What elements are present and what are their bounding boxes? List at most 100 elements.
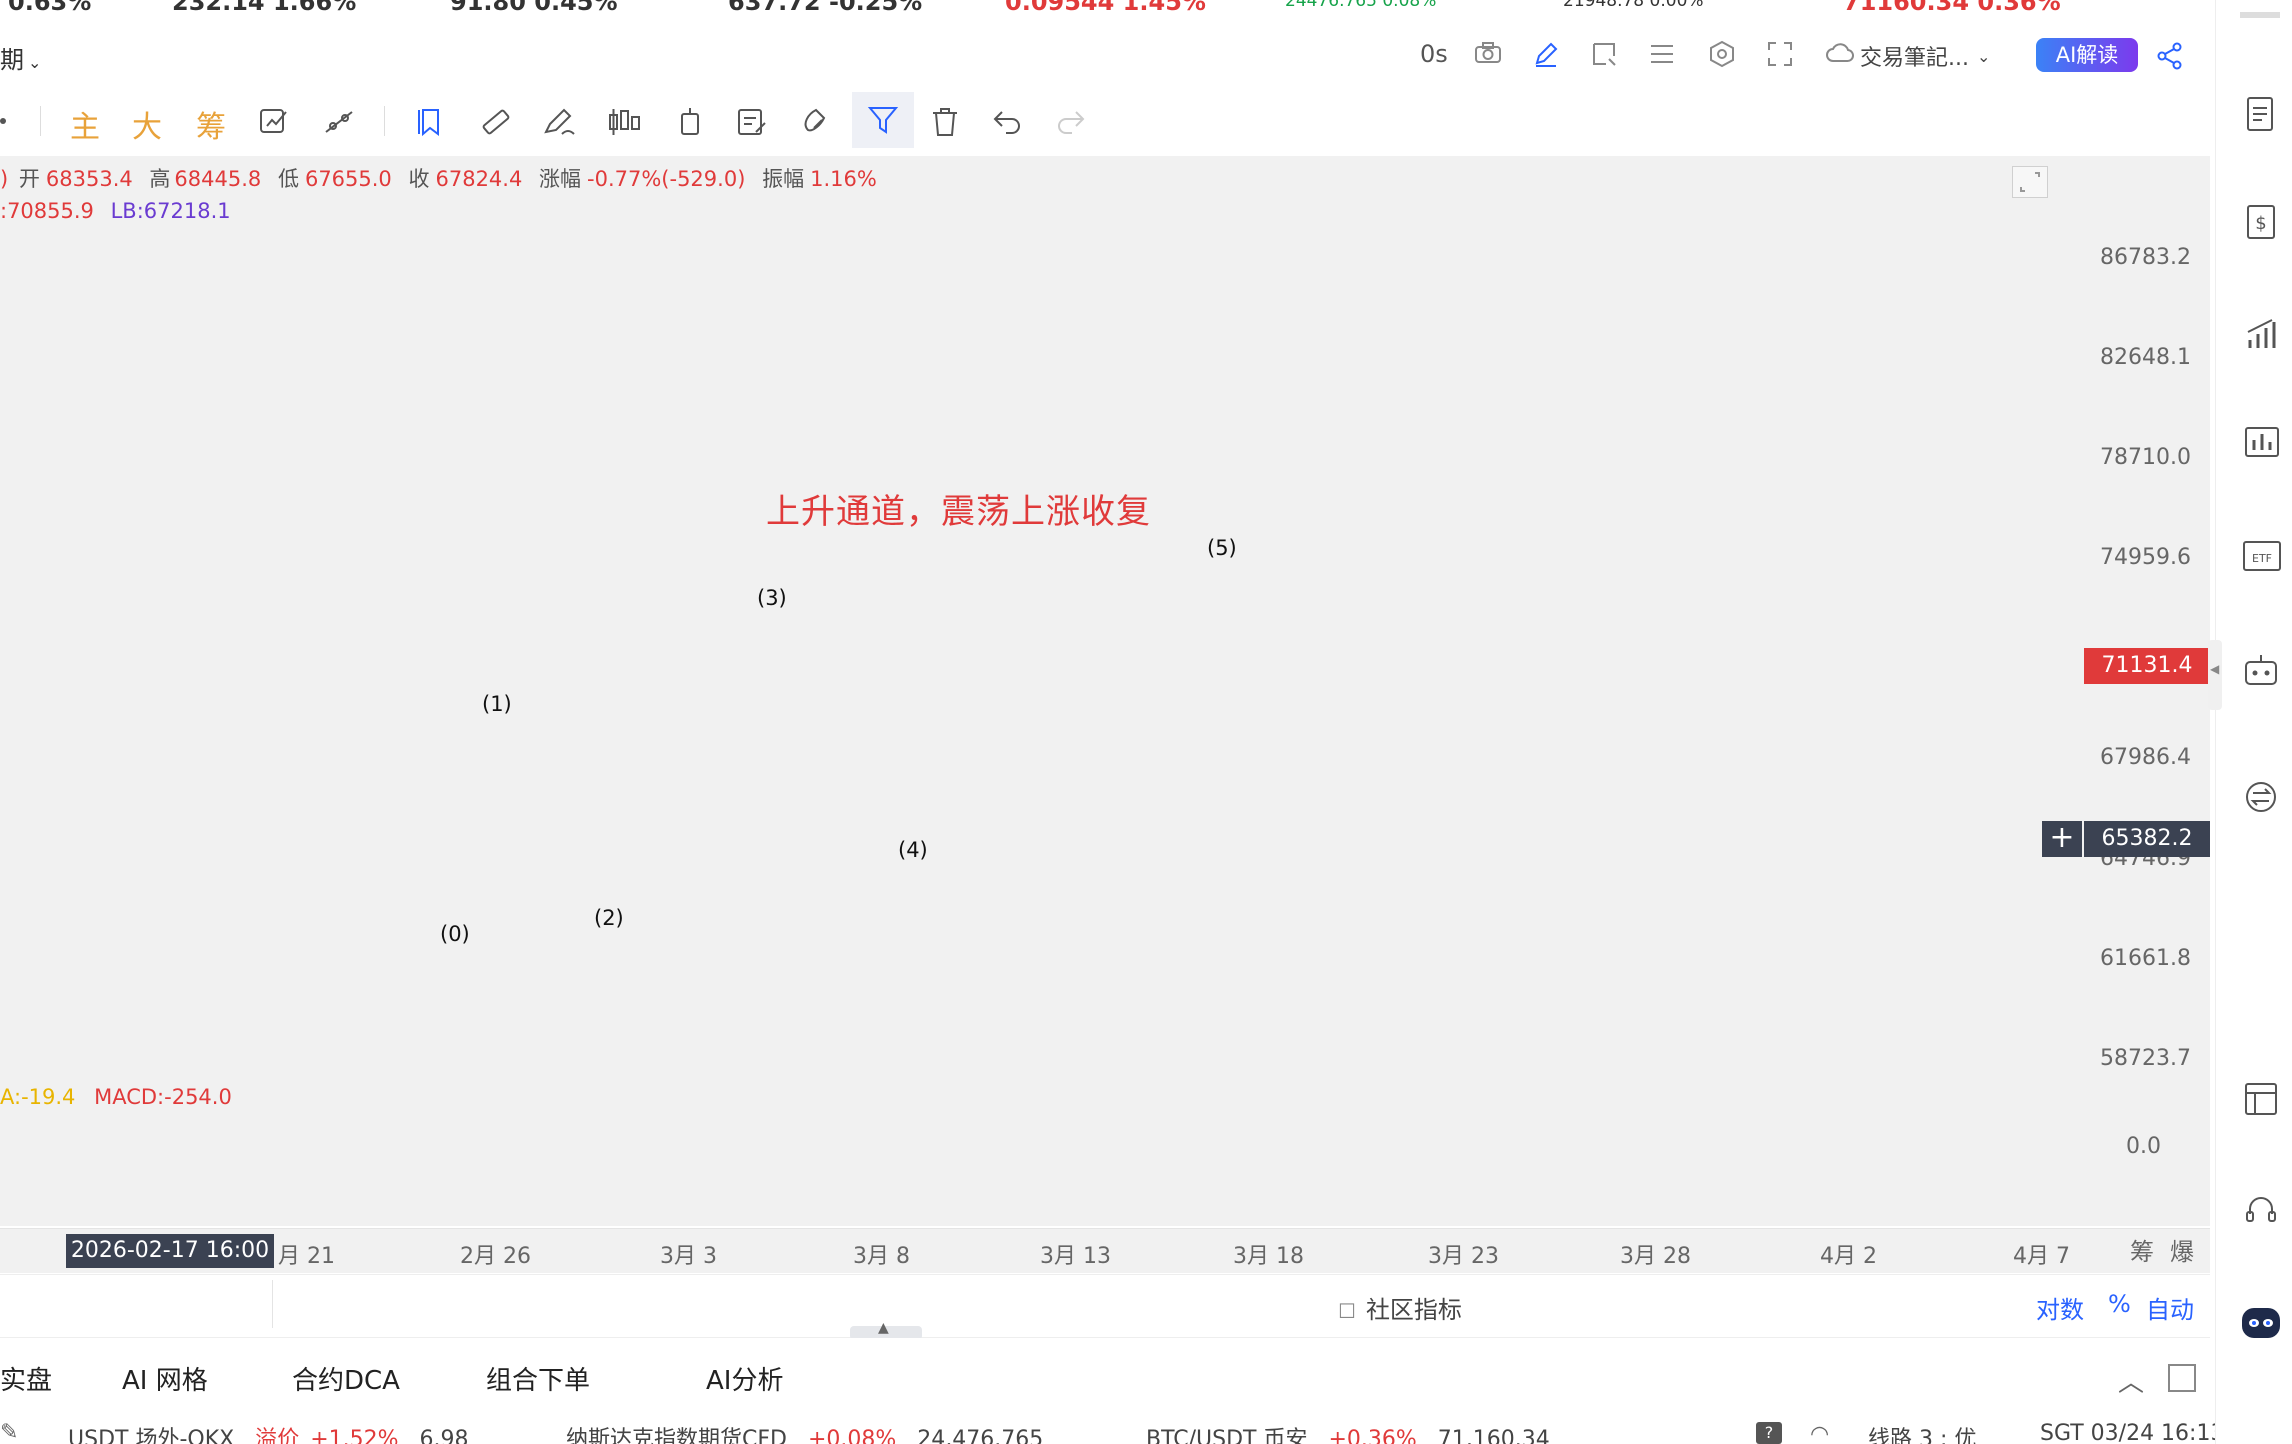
ticker-price: 71160.34 [1843,0,1970,16]
status-item-3[interactable]: BTC/USDT 币安 +0.36% 71,160.34 [1146,1421,1550,1444]
bookmark-icon[interactable] [416,106,448,142]
sidebar-dollar-icon[interactable]: $ [2244,204,2278,244]
chart-expand-icon[interactable] [2012,166,2048,198]
sidebar-collapse-icon[interactable]: ◀ [2208,640,2222,710]
sidebar-etf-icon[interactable]: ETF [2242,540,2282,578]
more-dot-icon[interactable] [0,118,6,124]
magnet-icon[interactable] [800,106,832,142]
crosshair-add-button[interactable]: + [2042,821,2082,857]
bottom-tab-3[interactable]: 组合下单 [486,1366,591,1396]
help-icon[interactable]: ? [1756,1422,1782,1444]
sidebar-support-icon[interactable] [2244,1194,2278,1232]
share-icon[interactable] [2156,42,2184,70]
cloud-icon [1826,43,1854,69]
time-tick: 4月 7 [2013,1244,2070,1269]
community-label: 社区指标 [1365,1296,1462,1324]
macd-dea-value: A:-19.4 [0,1085,76,1109]
wave-label-2[interactable]: (2) [594,906,624,930]
text-note-icon[interactable] [736,106,768,142]
time-tick: 3月 13 [1040,1244,1111,1269]
line-status[interactable]: 线路 3 : 优 [1868,1427,1977,1444]
brush-icon[interactable] [542,106,578,142]
ticker-item-6[interactable]: 21948.78 0.00% [1563,0,1704,11]
ticker-price: 21948.78 [1563,0,1645,11]
sidebar-exchange-icon[interactable] [2244,780,2278,818]
chevron-up-icon: ▲ [878,1320,889,1336]
bottom-tab-0[interactable]: 实盘 [0,1366,53,1396]
camera-icon[interactable] [1474,42,1502,64]
settings-icon[interactable] [1708,40,1736,68]
wave-label-4[interactable]: (4) [898,838,928,862]
macd-chart[interactable] [0,1056,2082,1216]
price-tick: 86783.2 [2100,245,2191,270]
indicator-bar [0,1274,2210,1338]
ticker-item-7[interactable]: 71160.34 0.36% [1843,0,2061,16]
ticker-price: 24476.765 [1285,0,1377,11]
sidebar-document-icon[interactable] [2244,96,2276,136]
time-tick: 3月 3 [660,1244,717,1269]
crossline-tool-icon[interactable] [322,106,356,142]
status-item-2-value: 24,476.765 [917,1427,1044,1444]
chart-annotation[interactable]: 上升通道，震荡上涨收复 [766,492,1151,532]
percent-scale-toggle[interactable]: % [2108,1290,2131,1318]
ticker-change: 1.45% [1122,0,1206,16]
ticker-item-4[interactable]: 0.09544 1.45% [1005,0,1206,16]
list-icon[interactable] [1648,42,1676,66]
wave-label-1[interactable]: (1) [482,692,512,716]
trash-icon[interactable] [930,106,960,142]
price-tick: 78710.0 [2100,445,2191,470]
redo-icon[interactable] [1056,108,1086,140]
long-position-icon[interactable] [676,106,704,142]
filter-icon[interactable] [852,92,914,148]
chip-button[interactable]: 筹 [196,110,226,145]
log-scale-toggle[interactable]: 对数 [2036,1296,2084,1324]
bottom-tab-4[interactable]: AI分析 [706,1366,784,1396]
fullscreen-icon[interactable] [1766,40,1794,68]
big-order-button[interactable]: 大 [132,110,162,145]
panel-handle[interactable]: ▲ [850,1320,922,1340]
undo-icon[interactable] [992,108,1022,140]
ticker-item-1[interactable]: 232.14 1.66% [172,0,356,16]
sidebar-layout-icon[interactable] [2244,1082,2278,1120]
status-edit-icon: ✎ [0,1420,19,1444]
sidebar-assistant-icon[interactable] [2240,1304,2282,1346]
main-indicator-button[interactable]: 主 [70,110,100,145]
svg-text:ETF: ETF [2252,552,2272,565]
ticker-item-2[interactable]: 91.80 0.45% [450,0,618,16]
chip-distribution-button[interactable]: 筹 [2130,1238,2154,1266]
sidebar-bot-icon[interactable] [2242,652,2280,692]
popout-panel-icon[interactable] [2168,1364,2196,1392]
liquidation-button[interactable]: 爆 [2170,1238,2194,1266]
auto-scale-toggle[interactable]: 自动 [2146,1296,2194,1324]
wave-label-5[interactable]: (5) [1207,536,1237,560]
collapse-panel-icon[interactable]: ︿ [2118,1368,2145,1398]
edit-chart-icon[interactable] [258,106,290,142]
pencil-icon[interactable] [1532,40,1560,68]
ticker-item-3[interactable]: 637.72 -0.25% [728,0,922,16]
bottom-tab-1[interactable]: AI 网格 [122,1366,208,1396]
ticker-item-0[interactable]: 0.63% [8,0,91,16]
sidebar-bars-icon[interactable] [2244,316,2278,356]
ticker-strip: 0.63% 232.14 1.66% 91.80 0.45% 637.72 -0… [0,0,2215,20]
period-dropdown[interactable]: 期 ⌄ [0,40,41,75]
ai-interpret-button[interactable]: AI解读 [2036,38,2138,72]
journal-dropdown[interactable]: 交易筆記... ⌄ [1826,38,1990,74]
ticker-change: 0.36% [1977,0,2061,16]
layout-icon[interactable] [1590,40,1618,68]
ticker-item-5[interactable]: 24476.765 0.08% [1285,0,1436,11]
bottom-tab-2[interactable]: 合约DCA [292,1366,400,1396]
candle-tool-icon[interactable] [606,106,642,142]
status-item-2-change: +0.08% [807,1427,897,1444]
status-item-1[interactable]: USDT 场外-OKX 溢价 +1.52% 6.98 [68,1421,469,1444]
community-indicators[interactable]: ☐ 社区指标 [1338,1290,1462,1325]
low-value: 67655.0 [304,167,392,191]
chart-area[interactable] [0,156,2082,1226]
sidebar-chart-icon[interactable] [2244,426,2280,466]
wave-label-0[interactable]: (0) [440,922,470,946]
wave-label-3[interactable]: (3) [757,586,787,610]
ruler-icon[interactable] [480,106,512,142]
ticker-change: 0.45% [534,0,618,16]
time-tick: 2月 26 [460,1244,531,1269]
price-tick: 58723.7 [2100,1046,2191,1071]
status-item-2[interactable]: 纳斯达克指数期货CFD +0.08% 24,476.765 [566,1421,1043,1444]
